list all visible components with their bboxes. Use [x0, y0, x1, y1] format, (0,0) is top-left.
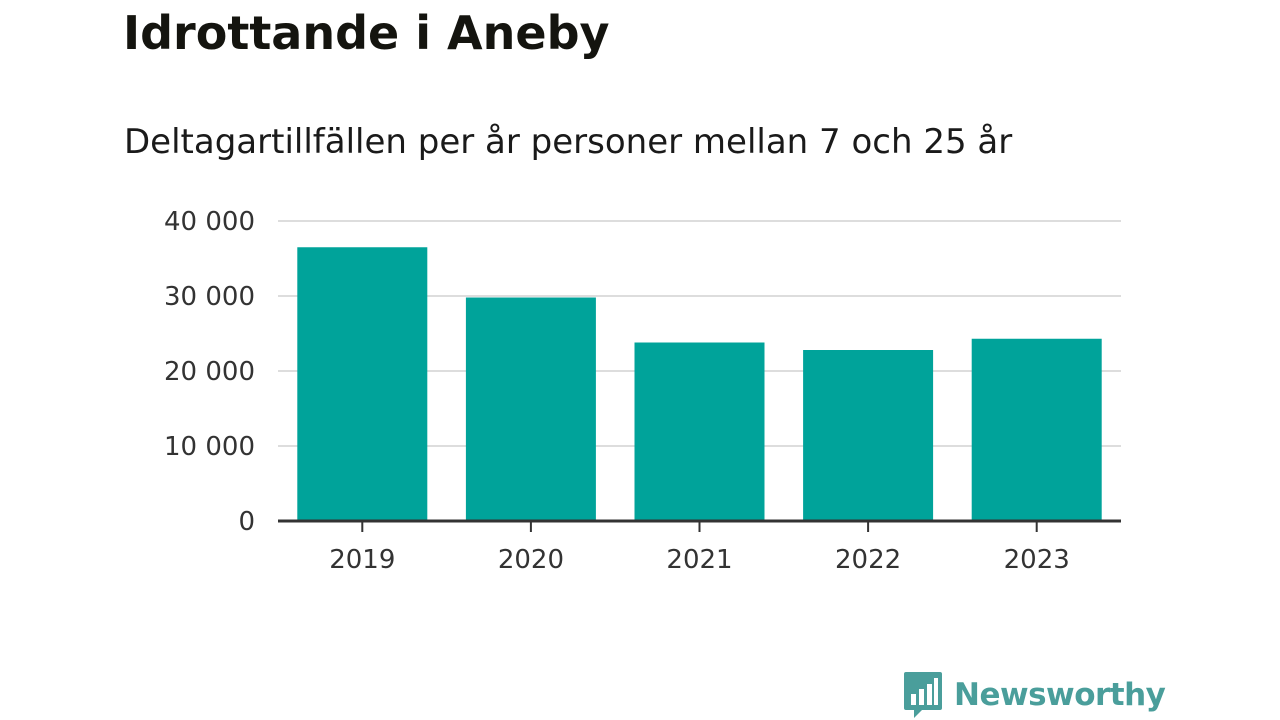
bar [803, 350, 934, 521]
bar [465, 297, 596, 521]
brand-name: Newsworthy [954, 677, 1166, 713]
bar [297, 247, 428, 521]
y-tick-label: 30 000 [164, 282, 255, 312]
brand-logo: Newsworthy [902, 670, 1166, 720]
y-tick-label: 20 000 [164, 357, 255, 387]
y-tick-label: 10 000 [164, 432, 255, 462]
x-tick-label: 2023 [1004, 545, 1070, 575]
chart-title: Idrottande i Aneby [123, 6, 610, 60]
bar-chart-speech-bubble-icon [904, 672, 942, 718]
y-tick-label: 0 [238, 507, 255, 537]
x-tick-label: 2021 [666, 545, 732, 575]
chart-subtitle: Deltagartillfällen per år personer mella… [124, 122, 1013, 162]
y-tick-label: 40 000 [164, 207, 255, 237]
x-tick-label: 2019 [329, 545, 395, 575]
x-tick-label: 2022 [835, 545, 901, 575]
bar [971, 338, 1102, 521]
bar [634, 342, 765, 521]
x-tick-label: 2020 [498, 545, 564, 575]
